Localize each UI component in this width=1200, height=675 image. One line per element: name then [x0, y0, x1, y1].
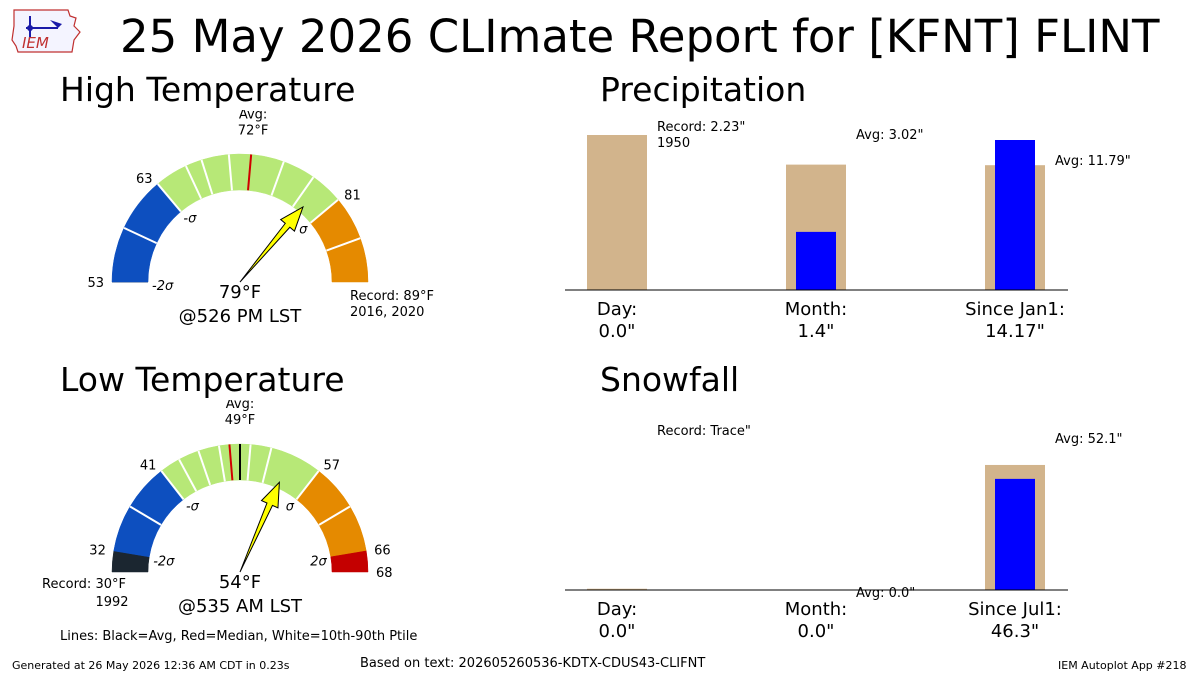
generated-footer: Generated at 26 May 2026 12:36 AM CDT in…	[12, 659, 290, 672]
sigma-label: -σ	[183, 212, 197, 227]
observed-bar	[796, 231, 836, 290]
percentile-line	[261, 447, 273, 484]
legend-note: Lines: Black=Avg, Red=Median, White=10th…	[60, 629, 418, 644]
percentile-line	[160, 470, 185, 501]
category-label: Month:	[785, 299, 847, 320]
category-label: Month:	[785, 599, 847, 620]
percentile-line	[200, 159, 214, 195]
observed-time: @535 AM LST	[178, 596, 303, 617]
record-years: 2016, 2020	[350, 305, 424, 320]
observed-arrow	[239, 205, 304, 283]
percentile-line	[326, 237, 361, 252]
category-label: Since Jan1:	[965, 299, 1065, 320]
percentile-line	[217, 445, 226, 482]
percentile-line	[129, 505, 162, 526]
record-label: Record: 30°F	[42, 577, 126, 592]
sigma-label: 2σ	[310, 555, 327, 570]
avg-label: Avg:	[239, 110, 267, 123]
tick-label: 81	[344, 189, 361, 204]
sigma-label: -σ	[186, 500, 200, 515]
page-title: 25 May 2026 CLImate Report for [KFNT] FL…	[120, 10, 1160, 63]
observed-bar	[995, 140, 1035, 290]
precipitation-title: Precipitation	[600, 70, 807, 109]
observed-arrow	[239, 480, 280, 573]
percentile-line	[184, 165, 203, 200]
observed-value: 79°F	[219, 282, 261, 303]
sigma-label: -2σ	[153, 555, 175, 570]
category-label: Since Jul1:	[968, 599, 1062, 620]
value-label: 14.17"	[985, 321, 1045, 342]
record-label: Record: 89°F	[350, 289, 434, 304]
iem-logo-graphic: IEM	[11, 9, 81, 53]
high-temperature-title: High Temperature	[60, 70, 356, 109]
average-bar	[587, 135, 647, 290]
above-sigma-band	[310, 199, 369, 283]
percentile-line	[178, 458, 198, 492]
tick-label: 32	[89, 544, 106, 559]
record-years: 1992	[95, 595, 128, 610]
annotation-detail: 1950	[657, 136, 690, 151]
avg-value-label: 72°F	[238, 124, 269, 139]
percentile-line	[246, 444, 252, 481]
percentile-line	[156, 183, 182, 213]
value-label: 0.0"	[798, 621, 835, 642]
above-2sigma-band	[330, 550, 369, 573]
average-bar	[587, 588, 647, 590]
median-line	[228, 444, 234, 481]
observed-value: 54°F	[219, 572, 261, 593]
precipitation-chart: Day:0.0" Record: 2.23"1950 Month:1.4" Avg: …	[565, 120, 1131, 342]
logo-text: IEM	[22, 34, 49, 52]
percentile-line	[309, 198, 339, 224]
percentile-line	[295, 470, 320, 501]
annotation-label: Record: 2.23"	[657, 120, 745, 135]
median-line	[247, 154, 253, 191]
iem-logo: IEM	[10, 6, 84, 60]
value-label: 1.4"	[798, 321, 835, 342]
percentile-line	[318, 505, 351, 526]
tick-label: 68	[376, 566, 393, 581]
annotation-label: Avg: 11.79"	[1055, 154, 1131, 169]
app-footer: IEM Autoplot App #218	[1058, 659, 1187, 672]
sigma-label: σ	[299, 222, 308, 237]
annotation-label: Avg: 52.1"	[1055, 432, 1123, 447]
percentile-line	[227, 154, 233, 191]
avg-value-label: 49°F	[225, 413, 256, 428]
tick-label: 63	[136, 172, 153, 187]
observed-bar	[995, 478, 1035, 590]
percentile-line	[291, 176, 315, 208]
high-temperature-gauge: Avg:72°F 53 63 81 -2σ -σ σ 79°F @526 PM LST Recor…	[87, 110, 434, 327]
avg-label: Avg:	[226, 400, 254, 412]
annotation-label: Avg: 3.02"	[856, 128, 924, 143]
value-label: 0.0"	[599, 621, 636, 642]
category-label: Day:	[597, 299, 637, 320]
sigma-label: -2σ	[152, 279, 174, 294]
percentile-line	[197, 450, 212, 486]
snowfall-title: Snowfall	[600, 360, 740, 399]
low-temperature-gauge: Avg:49°F 32 41 57 66 68 -2σ -σ σ 2σ 54°F @535 AM LS…	[42, 400, 393, 617]
snowfall-chart: Day:0.0"Record: Trace"Month:0.0"Avg: 0.0…	[565, 424, 1123, 642]
tick-label: 57	[324, 459, 341, 474]
value-label: 46.3"	[991, 621, 1039, 642]
annotation-label: Avg: 0.0"	[856, 586, 915, 601]
percentile-line	[123, 226, 158, 245]
low-temperature-title: Low Temperature	[60, 360, 345, 399]
category-label: Day:	[597, 599, 637, 620]
tick-label: 41	[140, 459, 157, 474]
observed-time: @526 PM LST	[179, 306, 303, 327]
sigma-label: σ	[286, 500, 295, 515]
percentile-line	[270, 161, 285, 196]
source-footer: Based on text: 202605260536-KDTX-CDUS43-…	[360, 656, 706, 671]
tick-label: 53	[87, 276, 104, 291]
annotation-label: Record: Trace"	[657, 424, 751, 439]
tick-label: 66	[374, 544, 391, 559]
value-label: 0.0"	[599, 321, 636, 342]
